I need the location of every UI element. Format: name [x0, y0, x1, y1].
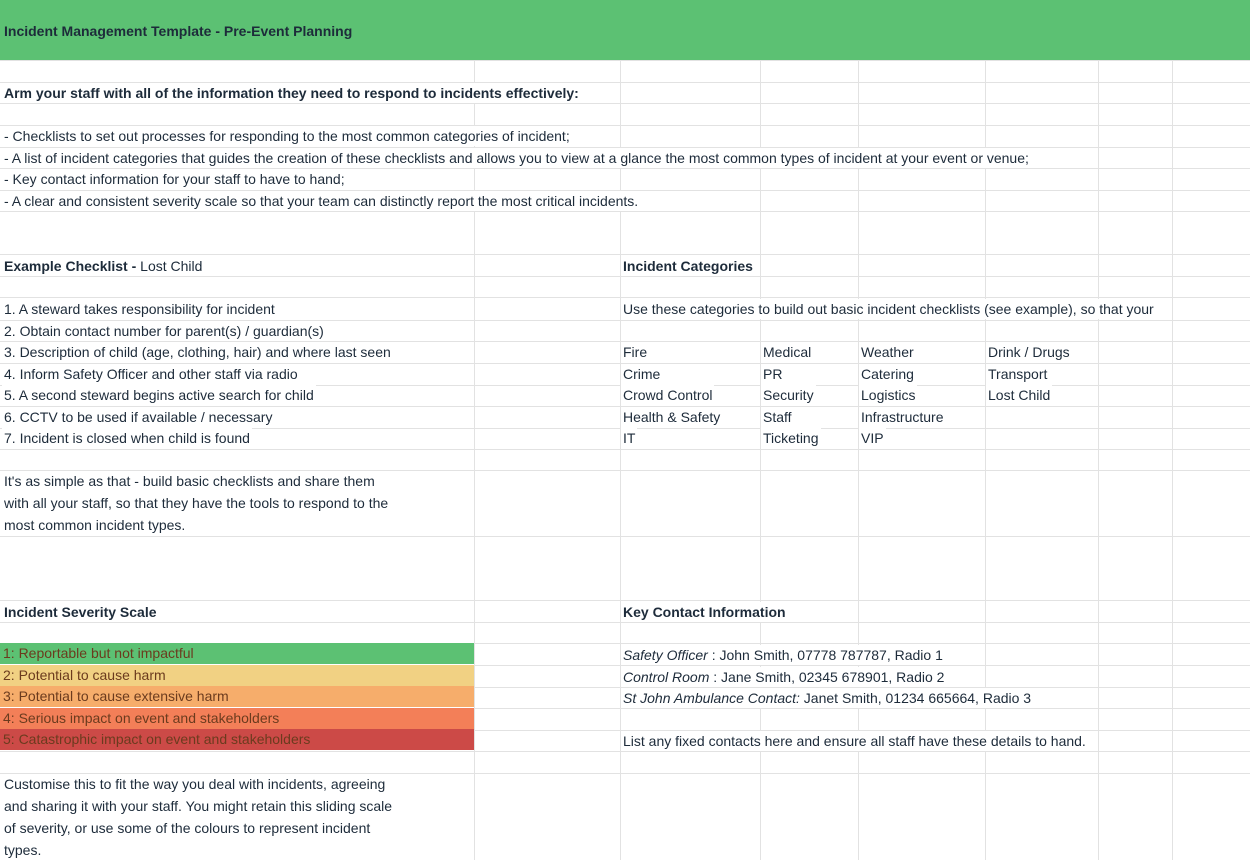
- contacts-heading: Key Contact Information: [621, 602, 788, 622]
- severity-note: of severity, or use some of the colours …: [2, 818, 373, 838]
- checklist-step: 5. A second steward begins active search…: [2, 385, 316, 405]
- categories-intro: Use these categories to build out basic …: [621, 299, 1156, 319]
- contact-role: St John Ambulance Contact:: [623, 690, 800, 707]
- category: VIP: [859, 428, 886, 448]
- contact: Safety Officer : John Smith, 07778 78778…: [621, 645, 945, 665]
- severity-note: and sharing it with your staff. You migh…: [2, 796, 395, 816]
- category: Lost Child: [986, 385, 1053, 405]
- severity-heading: Incident Severity Scale: [2, 602, 159, 622]
- severity-note: types.: [2, 840, 44, 860]
- contact-detail: Janet Smith, 01234 665664, Radio 3: [799, 690, 1032, 707]
- contact-role: Control Room: [623, 668, 710, 685]
- category: Transport: [986, 363, 1050, 384]
- categories-heading: Incident Categories: [621, 256, 755, 276]
- category: Crime: [621, 363, 663, 384]
- contact-detail: : Jane Smith, 02345 678901, Radio 2: [709, 668, 945, 685]
- title: Incident Management Template - Pre-Event…: [4, 23, 353, 39]
- intro-heading: Arm your staff with all of the informati…: [2, 83, 581, 103]
- category: Medical: [761, 342, 814, 362]
- category: Drink / Drugs: [986, 342, 1072, 362]
- category: Health & Safety: [621, 406, 723, 427]
- intro-bullet: - A list of incident categories that gui…: [2, 147, 1031, 168]
- contact-detail: : John Smith, 07778 787787, Radio 1: [707, 647, 943, 663]
- category: Fire: [621, 342, 650, 362]
- contact-role: Safety Officer: [623, 647, 708, 663]
- checklist-step: 3. Description of child (age, clothing, …: [2, 342, 393, 362]
- category: IT: [621, 428, 638, 448]
- severity-level: 3: Potential to cause extensive harm: [0, 686, 474, 708]
- checklist-step: 4. Inform Safety Officer and other staff…: [2, 363, 300, 384]
- category: Security: [761, 385, 816, 405]
- checklist-heading-bold: Example Checklist -: [4, 258, 137, 274]
- category: Infrastructure: [859, 406, 946, 427]
- severity-level: 1: Reportable but not impactful: [0, 643, 474, 664]
- contacts-note: List any fixed contacts here and ensure …: [621, 731, 1088, 751]
- checklist-step: 6. CCTV to be used if available / necess…: [2, 406, 275, 427]
- category: Logistics: [859, 385, 918, 405]
- contact: Control Room : Jane Smith, 02345 678901,…: [621, 666, 947, 687]
- category: Catering: [859, 363, 916, 384]
- intro-bullet: - Key contact information for your staff…: [2, 169, 347, 189]
- category: Weather: [859, 342, 916, 362]
- checklist-step: 2. Obtain contact number for parent(s) /…: [2, 320, 326, 341]
- checklist-note: It's as simple as that - build basic che…: [2, 471, 377, 491]
- intro-bullet: - Checklists to set out processes for re…: [2, 126, 572, 146]
- category: PR: [761, 363, 785, 384]
- severity-note: Customise this to fit the way you deal w…: [2, 774, 388, 794]
- category: Crowd Control: [621, 385, 715, 405]
- checklist-note: with all your staff, so that they have t…: [2, 493, 391, 513]
- checklist-heading: Example Checklist - Lost Child: [2, 256, 205, 276]
- severity-level: 2: Potential to cause harm: [0, 664, 474, 686]
- severity-level: 4: Serious impact on event and stakehold…: [0, 707, 474, 729]
- intro-bullet: - A clear and consistent severity scale …: [2, 190, 641, 211]
- checklist-note: most common incident types.: [2, 515, 188, 535]
- checklist-step: 1. A steward takes responsibility for in…: [2, 299, 277, 319]
- checklist-step: 7. Incident is closed when child is foun…: [2, 428, 252, 448]
- severity-level: 5: Catastrophic impact on event and stak…: [0, 729, 474, 751]
- contact: St John Ambulance Contact: Janet Smith, …: [621, 688, 1034, 709]
- checklist-heading-rest: Lost Child: [140, 258, 203, 274]
- category: Staff: [761, 406, 794, 427]
- header-bar: [0, 0, 1250, 60]
- category: Ticketing: [761, 428, 821, 448]
